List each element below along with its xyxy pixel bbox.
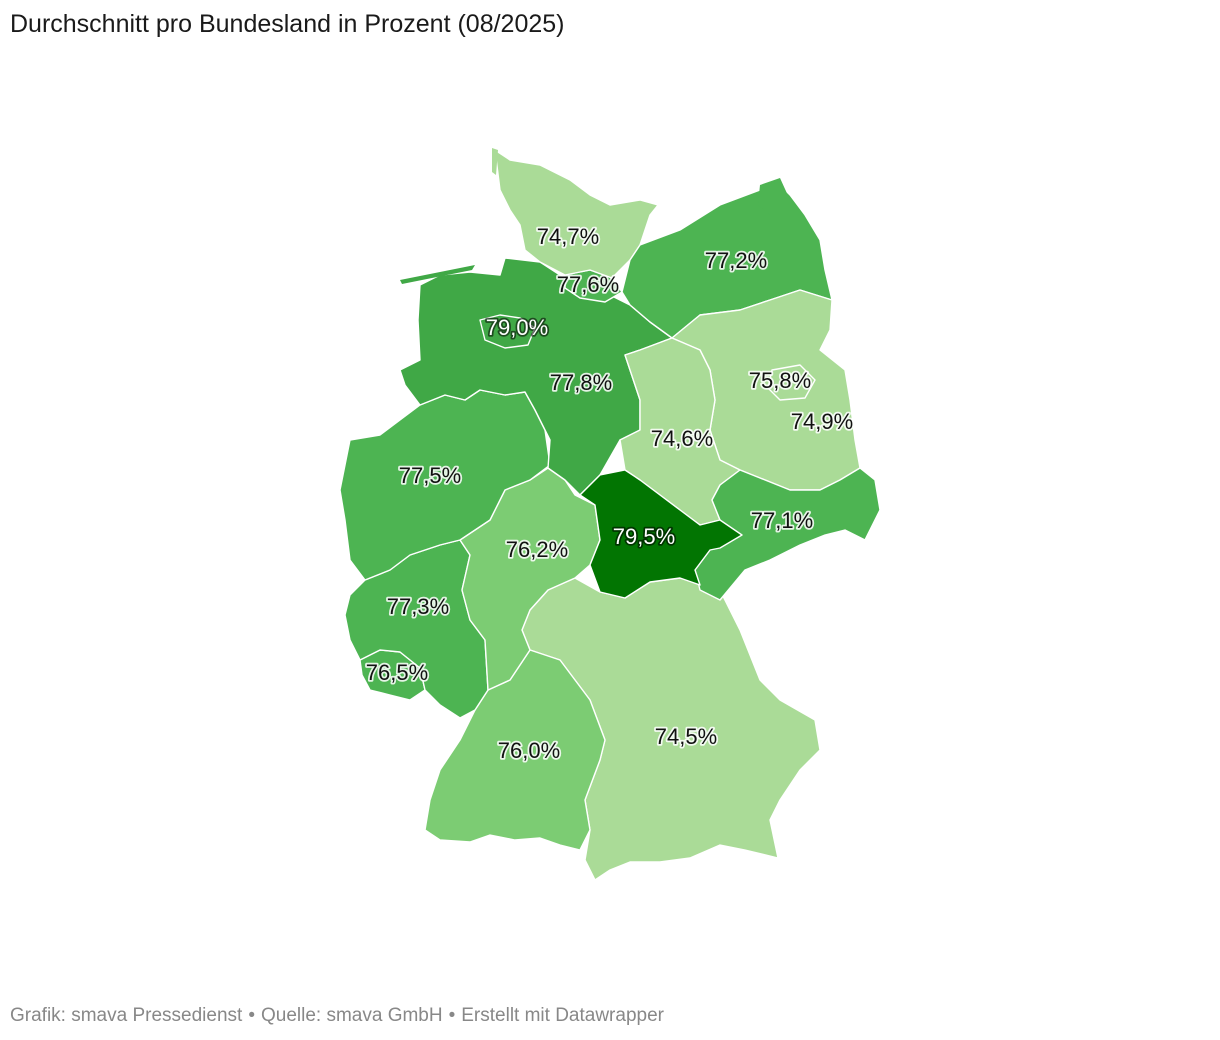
state-shapes — [339, 148, 881, 881]
label-thueringen: 79,5% — [613, 524, 675, 549]
label-baden-wuerttemberg: 76,0% — [498, 738, 560, 763]
footer-quelle: Quelle: smava GmbH — [260, 1005, 443, 1026]
footer-grafik: Grafik: smava Pressedienst — [10, 1005, 243, 1026]
state-bremen[interactable] — [479, 314, 536, 349]
chart-title: Durchschnitt pro Bundesland in Prozent (… — [10, 10, 565, 38]
footer-datawrapper-link[interactable]: Erstellt mit Datawrapper — [461, 1005, 664, 1026]
label-sachsen: 77,1% — [751, 508, 813, 533]
label-bayern: 74,5% — [655, 724, 717, 749]
state-thueringen[interactable] — [579, 469, 743, 599]
label-saarland: 76,5% — [366, 660, 428, 685]
label-rheinland-pfalz: 77,3% — [387, 594, 449, 619]
label-berlin: 74,9% — [791, 409, 853, 434]
label-brandenburg: 75,8% — [749, 368, 811, 393]
state-berlin[interactable] — [767, 364, 816, 401]
label-mecklenburg-vorpommern: 77,2% — [705, 248, 767, 273]
island-north-frisian — [492, 148, 498, 175]
value-labels: 74,7% 77,6% 77,2% 79,0% 77,8% 75,8% 74,9% 74,6%… — [364, 222, 855, 765]
label-nordrhein-westfalen: 77,5% — [399, 463, 461, 488]
state-baden-wuerttemberg[interactable] — [424, 649, 606, 851]
label-schleswig-holstein: 74,7% — [537, 224, 599, 249]
footer-separator: • — [448, 1005, 456, 1026]
island-ruegen — [758, 178, 790, 215]
footer: Grafik: smava Pressedienst • Quelle: smava… — [10, 1005, 664, 1027]
label-hessen: 76,2% — [506, 537, 568, 562]
label-niedersachsen: 77,8% — [550, 370, 612, 395]
label-sachsen-anhalt: 74,6% — [651, 426, 713, 451]
island-east-frisian — [400, 265, 475, 284]
label-bremen: 79,0% — [486, 315, 548, 340]
label-hamburg: 77,6% — [557, 272, 619, 297]
footer-separator: • — [248, 1005, 255, 1026]
